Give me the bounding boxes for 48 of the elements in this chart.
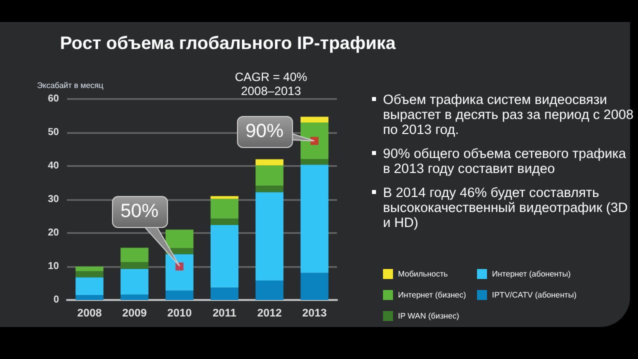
bar [210,224,238,288]
legend-label: IP WAN (бизнес) [398,312,460,320]
bar [120,268,148,295]
x-tick-label: 2013 [302,308,327,320]
bar [120,294,148,300]
text: В 2014 году 46% будет составлять высококачественный видеотрафик (3D и HD) [372,185,634,230]
bar [256,165,284,186]
x-tick-label: 2012 [257,308,282,320]
bar [300,272,328,300]
bar [210,218,238,225]
bar [300,164,328,273]
bar [300,158,328,165]
bar [256,186,284,192]
bar [210,196,238,199]
bar [256,192,284,281]
y-tick-label: 40 [48,160,60,172]
y-tick-label: 10 [48,261,60,272]
x-tick-label: 2010 [167,308,192,320]
annotation: 90% [236,116,292,148]
y-tick-label: 60 [48,94,60,104]
bar [76,271,104,278]
bar [256,280,284,300]
annotation: 50% [112,196,168,228]
y-tick-label: 0 [53,294,60,306]
legend-label: IPTV/CATV (абоненты) [492,290,577,300]
legend-label: Мобильность [398,270,448,278]
legend-label: Интернет (бизнес) [398,290,466,300]
bar [120,262,148,269]
y-tick-label: 30 [48,194,60,205]
x-tick-label: 2011 [212,308,236,320]
bar [166,290,194,300]
y-axis-title: Эксабайт в месяц [37,81,104,90]
bar [210,198,238,219]
bar [76,266,104,272]
bar [300,116,328,122]
y-tick-label: 20 [48,228,60,238]
chart-subtitle: CAGR = 40% 2008–2013 [234,70,308,98]
bar [76,294,104,300]
bar [256,159,284,166]
bar [210,288,238,300]
x-tick-label: 2008 [77,308,102,320]
legend-label: Интернет (абоненты) [492,270,571,278]
y-tick-label: 50 [48,127,60,138]
text: Объем трафика систем видеосвязи вырастет в десять раз за период с 2008 по 2013 год. [372,92,634,137]
chart-title: Рост объема глобального IP-трафика [60,33,396,54]
bar [76,277,104,295]
x-tick-label: 2009 [122,308,147,320]
text: 90% общего объема сетевого трафика в 2013 году составит видео [372,146,634,176]
